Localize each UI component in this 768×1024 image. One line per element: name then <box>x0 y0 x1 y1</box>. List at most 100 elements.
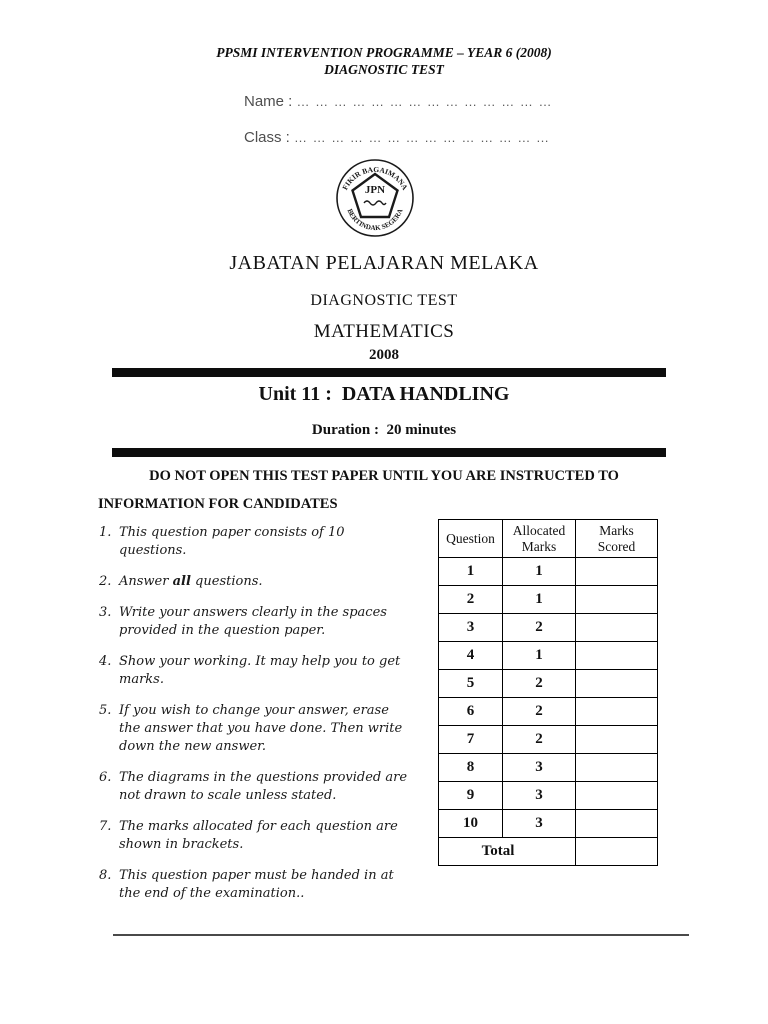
instruction-item-2: 2. Answer all questions. <box>99 573 411 591</box>
instruction-item-7: 7. The marks allocated for each question… <box>99 818 411 854</box>
allocated-marks-cell: 3 <box>502 809 576 838</box>
information-heading: INFORMATION FOR CANDIDATES <box>98 496 338 512</box>
marks-scored-cell <box>575 557 658 586</box>
do-not-open-warning: DO NOT OPEN THIS TEST PAPER UNTIL YOU AR… <box>149 468 619 484</box>
school-logo-emblem: FIKIR BAGAIMANA BERTINDAK SEGERA JPN <box>336 159 414 237</box>
logo-pentagon <box>351 172 399 219</box>
divider-bar-bottom <box>112 448 666 457</box>
header-question: Question <box>438 519 503 558</box>
table-row: 10 3 <box>438 809 658 838</box>
header-marks-scored: Marks Scored <box>575 519 658 558</box>
instruction-number: 4. <box>99 654 112 669</box>
instruction-text: Show your working. It may help you to ge… <box>119 654 401 687</box>
instruction-text: Write your answers clearly in the spaces… <box>119 605 387 638</box>
question-cell: 6 <box>438 697 503 726</box>
marks-scored-cell <box>575 725 658 754</box>
total-label: Total <box>438 837 576 866</box>
instruction-number: 2. <box>99 574 112 589</box>
allocated-marks-cell: 2 <box>502 613 576 642</box>
marks-scored-cell <box>575 613 658 642</box>
instruction-number: 7. <box>99 819 112 834</box>
marks-scored-cell <box>575 669 658 698</box>
instruction-item-1: 1. This question paper consists of 10 qu… <box>99 524 411 560</box>
question-cell: 10 <box>438 809 503 838</box>
allocated-marks-cell: 3 <box>502 781 576 810</box>
school-logo: FIKIR BAGAIMANA BERTINDAK SEGERA JPN <box>334 157 416 239</box>
instruction-number: 3. <box>99 605 112 620</box>
marks-scored-cell <box>575 809 658 838</box>
instruction-item-5: 5. If you wish to change your answer, er… <box>99 702 411 756</box>
logo-bottom-arc-text: BERTINDAK SEGERA <box>345 208 404 232</box>
instruction-text: Answer all questions. <box>119 574 263 589</box>
name-fill-line: … … … … … … … … … … … … … … <box>296 94 553 109</box>
instruction-number: 5. <box>99 703 112 718</box>
question-cell: 9 <box>438 781 503 810</box>
year-label: 2008 <box>369 347 399 363</box>
organization-title: JABATAN PELAJARAN MELAKA <box>229 252 539 274</box>
question-cell: 1 <box>438 557 503 586</box>
table-header-row: Question Allocated Marks Marks Scored <box>438 519 658 558</box>
instruction-number: 8. <box>99 868 112 883</box>
logo-script-flourish <box>363 200 387 206</box>
allocated-marks-cell: 1 <box>502 557 576 586</box>
duration-label: Duration : 20 minutes <box>311 422 457 438</box>
logo-center-monogram: JPN <box>365 184 385 196</box>
total-scored-cell <box>575 837 658 866</box>
instruction-number: 1. <box>99 525 112 540</box>
instruction-number: 6. <box>99 770 112 785</box>
question-cell: 8 <box>438 753 503 782</box>
allocated-marks-cell: 2 <box>502 697 576 726</box>
test-type-title: DIAGNOSTIC TEST <box>310 292 458 309</box>
programme-subtitle: DIAGNOSTIC TEST <box>324 62 444 77</box>
allocated-marks-cell: 2 <box>502 669 576 698</box>
instruction-text: The diagrams in the questions provided a… <box>119 770 408 803</box>
allocated-marks-cell: 3 <box>502 753 576 782</box>
programme-title: PPSMI INTERVENTION PROGRAMME – YEAR 6 (2… <box>216 45 552 60</box>
question-cell: 4 <box>438 641 503 670</box>
marks-scored-cell <box>575 781 658 810</box>
question-cell: 7 <box>438 725 503 754</box>
instruction-text: This question paper must be handed in at… <box>119 868 394 901</box>
marks-scored-cell <box>575 641 658 670</box>
header-allocated-marks: Allocated Marks <box>502 519 576 558</box>
instruction-item-3: 3. Write your answers clearly in the spa… <box>99 604 411 640</box>
allocated-marks-cell: 2 <box>502 725 576 754</box>
allocated-marks-cell: 1 <box>502 641 576 670</box>
class-row: Class : … … … … … … … … … … … … … … <box>244 129 550 146</box>
divider-bar-top <box>112 368 666 377</box>
marks-scored-cell <box>575 697 658 726</box>
doc-header: PPSMI INTERVENTION PROGRAMME – YEAR 6 (2… <box>0 44 768 78</box>
class-fill-line: … … … … … … … … … … … … … … <box>294 130 550 145</box>
class-label: Class : <box>244 129 290 146</box>
logo-outer-circle <box>336 159 414 237</box>
question-cell: 2 <box>438 585 503 614</box>
name-label: Name : <box>244 93 293 110</box>
instruction-text: This question paper consists of 10 quest… <box>119 525 345 558</box>
svg-text:BERTINDAK SEGERA: BERTINDAK SEGERA <box>345 208 404 232</box>
instruction-item-4: 4. Show your working. It may help you to… <box>99 653 411 689</box>
instruction-text: If you wish to change your answer, erase… <box>119 703 403 754</box>
instruction-item-8: 8. This question paper must be handed in… <box>99 867 411 903</box>
instruction-item-6: 6. The diagrams in the questions provide… <box>99 769 411 805</box>
question-cell: 5 <box>438 669 503 698</box>
allocated-marks-cell: 1 <box>502 585 576 614</box>
instruction-text: The marks allocated for each question ar… <box>119 819 398 852</box>
marks-scored-cell <box>575 585 658 614</box>
table-total-row: Total <box>438 837 658 866</box>
name-row: Name : … … … … … … … … … … … … … … <box>244 93 553 110</box>
instructions-list: 1. This question paper consists of 10 qu… <box>99 524 411 916</box>
marks-scored-cell <box>575 753 658 782</box>
footer-rule <box>113 934 689 936</box>
